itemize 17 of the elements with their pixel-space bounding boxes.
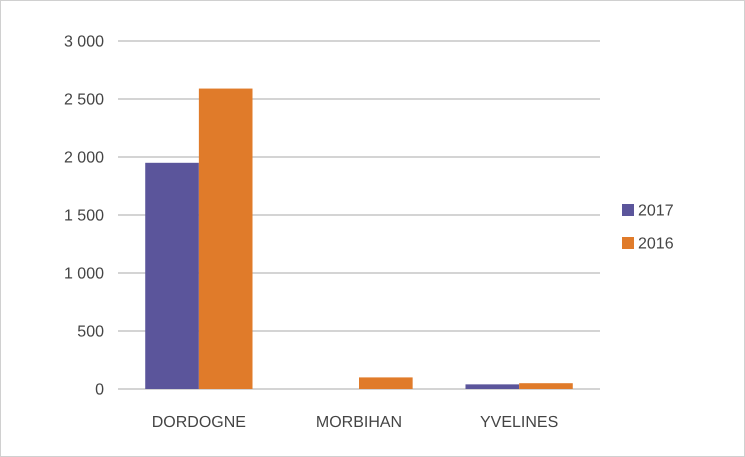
y-tick-label: 2 000 xyxy=(64,150,104,167)
y-tick-label: 2 500 xyxy=(64,92,104,109)
x-tick-label: MORBIHAN xyxy=(316,414,402,431)
bar xyxy=(465,384,520,389)
x-tick-label: DORDOGNE xyxy=(152,414,246,431)
y-tick-label: 3 000 xyxy=(64,34,104,51)
legend-label: 2017 xyxy=(638,202,674,220)
y-tick-label: 1 000 xyxy=(64,266,104,283)
bar xyxy=(145,162,199,389)
y-tick-label: 0 xyxy=(95,382,104,399)
bar xyxy=(198,88,253,389)
legend-label: 2016 xyxy=(638,236,674,253)
y-tick-label: 500 xyxy=(77,324,104,341)
bar xyxy=(359,377,413,389)
y-tick-label: 1 500 xyxy=(64,208,104,225)
bar xyxy=(519,383,573,389)
x-tick-label: YVELINES xyxy=(480,414,558,431)
